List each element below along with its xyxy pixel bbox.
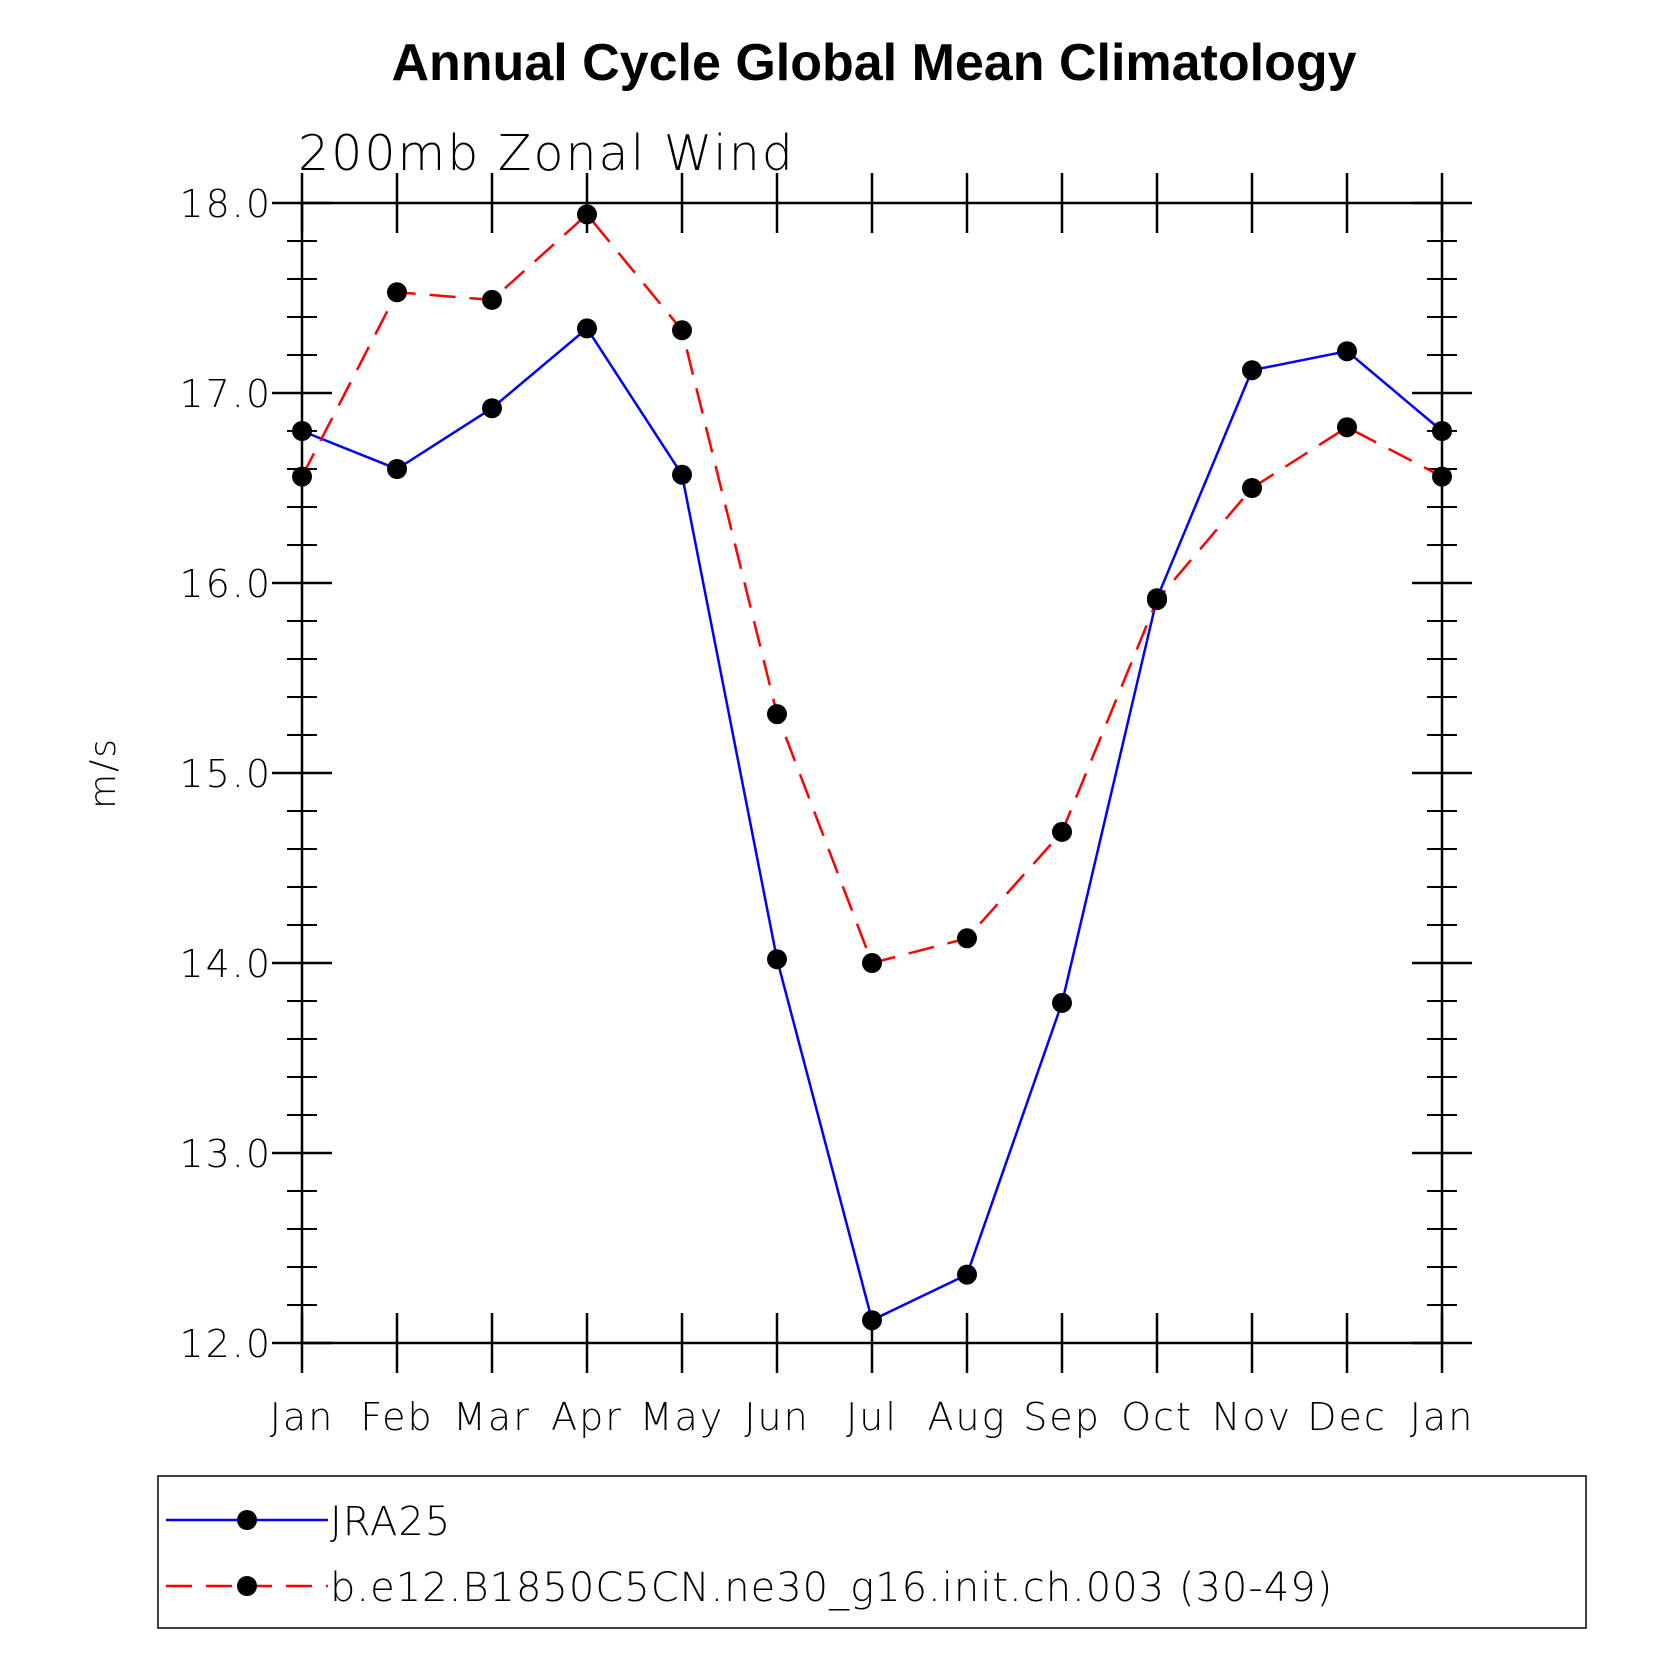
data-point-0-11 (1337, 341, 1357, 362)
data-point-0-12 (1432, 421, 1452, 441)
legend: JRA25 b.e12.B1850C5CN.ne30_g16.init.ch.00… (157, 1475, 1587, 1629)
legend-marker-1 (237, 1576, 257, 1596)
data-point-1-2 (482, 289, 502, 310)
x-tick-label-7: Aug (928, 1395, 1007, 1439)
data-point-1-11 (1337, 417, 1357, 438)
data-point-1-10 (1242, 478, 1262, 498)
data-point-0-3 (577, 318, 597, 339)
plot-frame (300, 201, 1444, 1345)
y-tick-label-0: 12.0 (179, 1322, 272, 1366)
data-point-1-6 (862, 953, 882, 973)
y-tick-label-2: 14.0 (179, 942, 272, 986)
data-point-1-4 (672, 320, 692, 341)
chart-subtitle: 200mb Zonal Wind (298, 125, 795, 182)
chart-title: Annual Cycle Global Mean Climatology (391, 34, 1356, 92)
x-tick-label-8: Sep (1023, 1395, 1101, 1439)
data-point-1-0 (292, 466, 312, 487)
data-point-1-12 (1432, 466, 1452, 487)
data-point-0-2 (482, 398, 502, 419)
data-point-1-9 (1147, 590, 1167, 611)
legend-label-1: b.e12.B1850C5CN.ne30_g16.init.ch.003 (30… (330, 1565, 1333, 1611)
x-tick-label-3: Apr (551, 1395, 623, 1439)
x-tick-label-9: Oct (1121, 1395, 1193, 1439)
data-point-1-7 (957, 928, 977, 949)
legend-label-0: JRA25 (330, 1499, 451, 1545)
data-point-1-8 (1052, 821, 1072, 842)
plot-area: Jan Feb Mar Apr May Jun Jul Aug Sep Oct Nov Dec Jan 1… (179, 173, 1475, 1439)
axis-ticks: Jan Feb Mar Apr May Jun Jul Aug Sep Oct Nov Dec Jan 1… (179, 173, 1475, 1439)
x-tick-label-11: Dec (1307, 1395, 1387, 1439)
y-tick-label-3: 15.0 (179, 752, 272, 796)
y-tick-label-1: 13.0 (179, 1132, 272, 1176)
y-tick-label-6: 18.0 (179, 182, 272, 226)
data-point-1-5 (767, 704, 787, 725)
data-point-0-4 (672, 464, 692, 485)
data-point-0-8 (1052, 992, 1072, 1013)
y-tick-label-4: 16.0 (179, 562, 272, 606)
x-tick-label-1: Feb (360, 1395, 433, 1439)
data-point-1-3 (577, 204, 597, 225)
y-tick-label-5: 17.0 (179, 372, 272, 416)
x-tick-label-2: Mar (453, 1395, 531, 1439)
data-point-0-0 (292, 421, 312, 441)
data-point-1-1 (387, 282, 407, 303)
data-point-0-6 (862, 1310, 882, 1331)
data-point-0-10 (1242, 360, 1262, 381)
x-tick-label-5: Jun (744, 1395, 809, 1439)
x-tick-label-0: Jan (270, 1395, 335, 1439)
legend-items: JRA25 b.e12.B1850C5CN.ne30_g16.init.ch.00… (166, 1499, 1333, 1611)
data-point-0-1 (387, 459, 407, 479)
x-tick-label-10: Nov (1212, 1395, 1292, 1439)
series-layer (292, 204, 1452, 1331)
x-tick-label-6: Jul (846, 1395, 898, 1439)
legend-marker-0 (237, 1510, 257, 1530)
data-point-0-7 (957, 1264, 977, 1285)
legend-box (157, 1475, 1587, 1629)
x-tick-label-12: Jan (1410, 1395, 1475, 1439)
series-line-1 (300, 212, 1443, 965)
x-tick-label-4: May (640, 1395, 725, 1439)
data-point-0-5 (767, 949, 787, 970)
y-axis-label: m/s (83, 737, 124, 809)
